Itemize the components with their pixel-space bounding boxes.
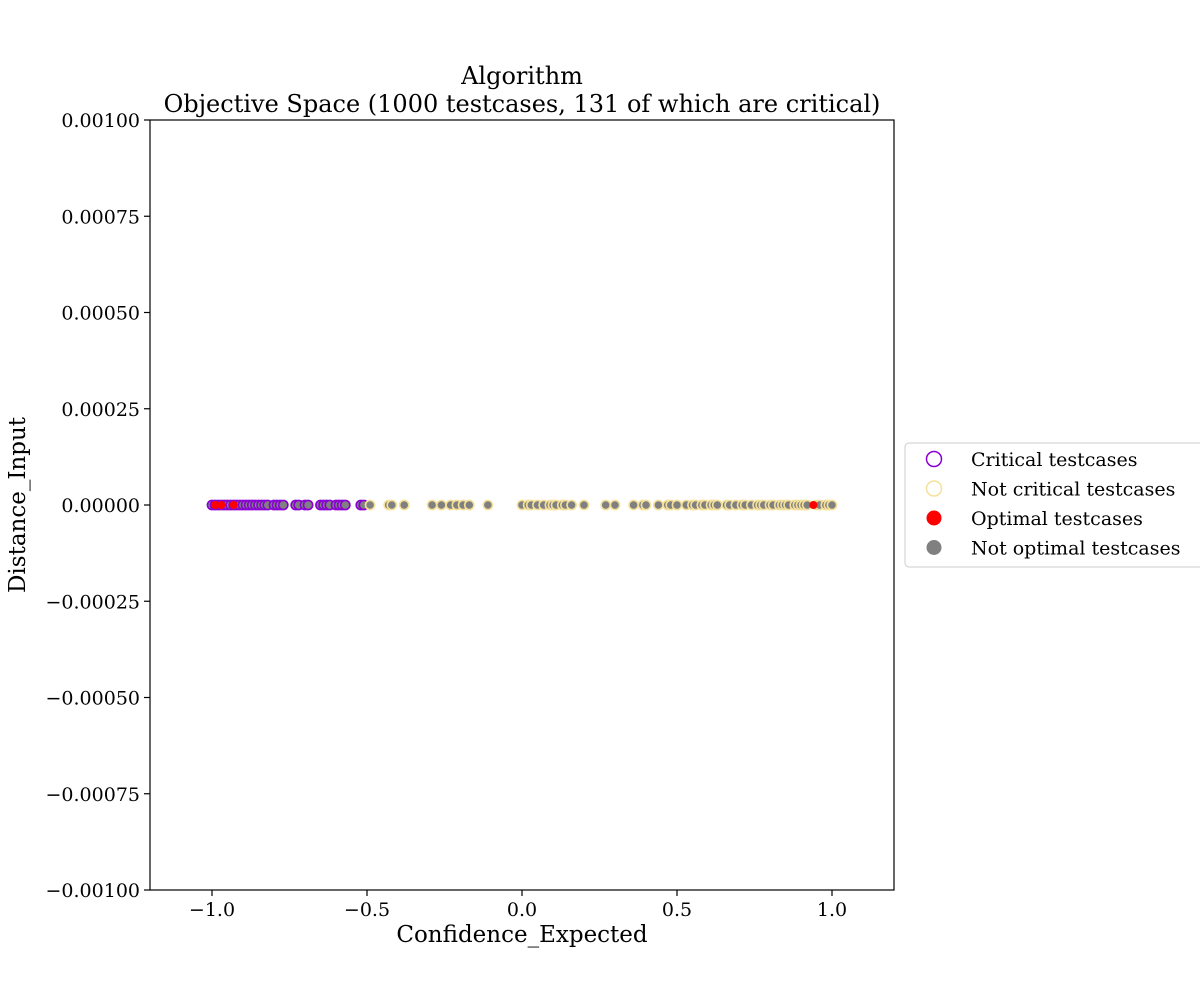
not-critical-point xyxy=(426,499,438,511)
legend: Critical testcases Not critical testcases… xyxy=(904,442,1200,568)
legend-label: Optimal testcases xyxy=(971,508,1143,530)
x-tick-label: 1.0 xyxy=(817,899,847,921)
x-tick-label: 0.0 xyxy=(507,899,537,921)
y-tick-label: 0.00025 xyxy=(61,399,140,421)
not-critical-point xyxy=(364,499,376,511)
not-critical-point xyxy=(628,499,639,511)
legend-label: Not critical testcases xyxy=(971,479,1175,501)
x-tick-label: −1.0 xyxy=(189,899,235,921)
optimal-point xyxy=(229,501,238,509)
optimal-point xyxy=(217,501,226,509)
critical-point xyxy=(302,499,314,511)
y-tick-label: −0.00025 xyxy=(46,591,141,613)
not-critical-point xyxy=(386,499,398,511)
not-critical-point xyxy=(609,499,621,511)
x-tick-label: 0.5 xyxy=(662,899,692,921)
chart-subtitle: Objective Space (1000 testcases, 131 of … xyxy=(164,90,881,118)
chart-title: Algorithm xyxy=(460,62,583,90)
y-tick-label: −0.00075 xyxy=(46,784,141,806)
optimal-point xyxy=(809,501,818,509)
not-critical-point xyxy=(711,499,723,511)
x-tick-label: −0.5 xyxy=(344,899,390,921)
not-critical-point xyxy=(435,499,447,511)
y-tick-label: 0.00100 xyxy=(61,110,140,132)
legend-box xyxy=(904,442,1200,568)
y-axis-ticks: 0.00100 0.00075 0.00050 0.00025 0.00000 −0.00… xyxy=(46,110,150,902)
not-critical-point xyxy=(640,499,652,511)
not-critical-point xyxy=(600,499,612,511)
not-critical-point xyxy=(463,499,475,511)
legend-marker xyxy=(926,510,942,526)
not-critical-point xyxy=(398,499,410,511)
scatter-marks xyxy=(206,499,838,511)
legend-label: Not optimal testcases xyxy=(971,538,1181,560)
x-axis-label: Confidence_Expected xyxy=(396,922,648,948)
y-tick-label: 0.00050 xyxy=(61,303,140,325)
legend-marker xyxy=(925,450,943,468)
legend-marker xyxy=(926,540,942,555)
legend-label: Critical testcases xyxy=(971,449,1137,471)
y-tick-label: 0.00000 xyxy=(61,495,140,517)
not-critical-point xyxy=(482,499,494,511)
not-critical-point xyxy=(653,499,664,511)
critical-point xyxy=(339,499,351,511)
x-axis-ticks: −1.0 −0.5 0.0 0.5 1.0 xyxy=(189,890,847,921)
not-critical-point xyxy=(578,499,590,511)
optimal-point xyxy=(211,501,220,509)
y-axis-label: Distance_Input xyxy=(5,416,31,593)
critical-point xyxy=(277,499,289,511)
not-critical-point xyxy=(566,499,577,511)
y-tick-label: 0.00075 xyxy=(61,206,140,228)
y-tick-label: −0.00050 xyxy=(46,688,141,710)
y-tick-label: −0.00100 xyxy=(46,880,141,902)
not-critical-point xyxy=(826,499,838,511)
legend-marker xyxy=(925,480,943,497)
not-critical-point xyxy=(671,499,683,511)
